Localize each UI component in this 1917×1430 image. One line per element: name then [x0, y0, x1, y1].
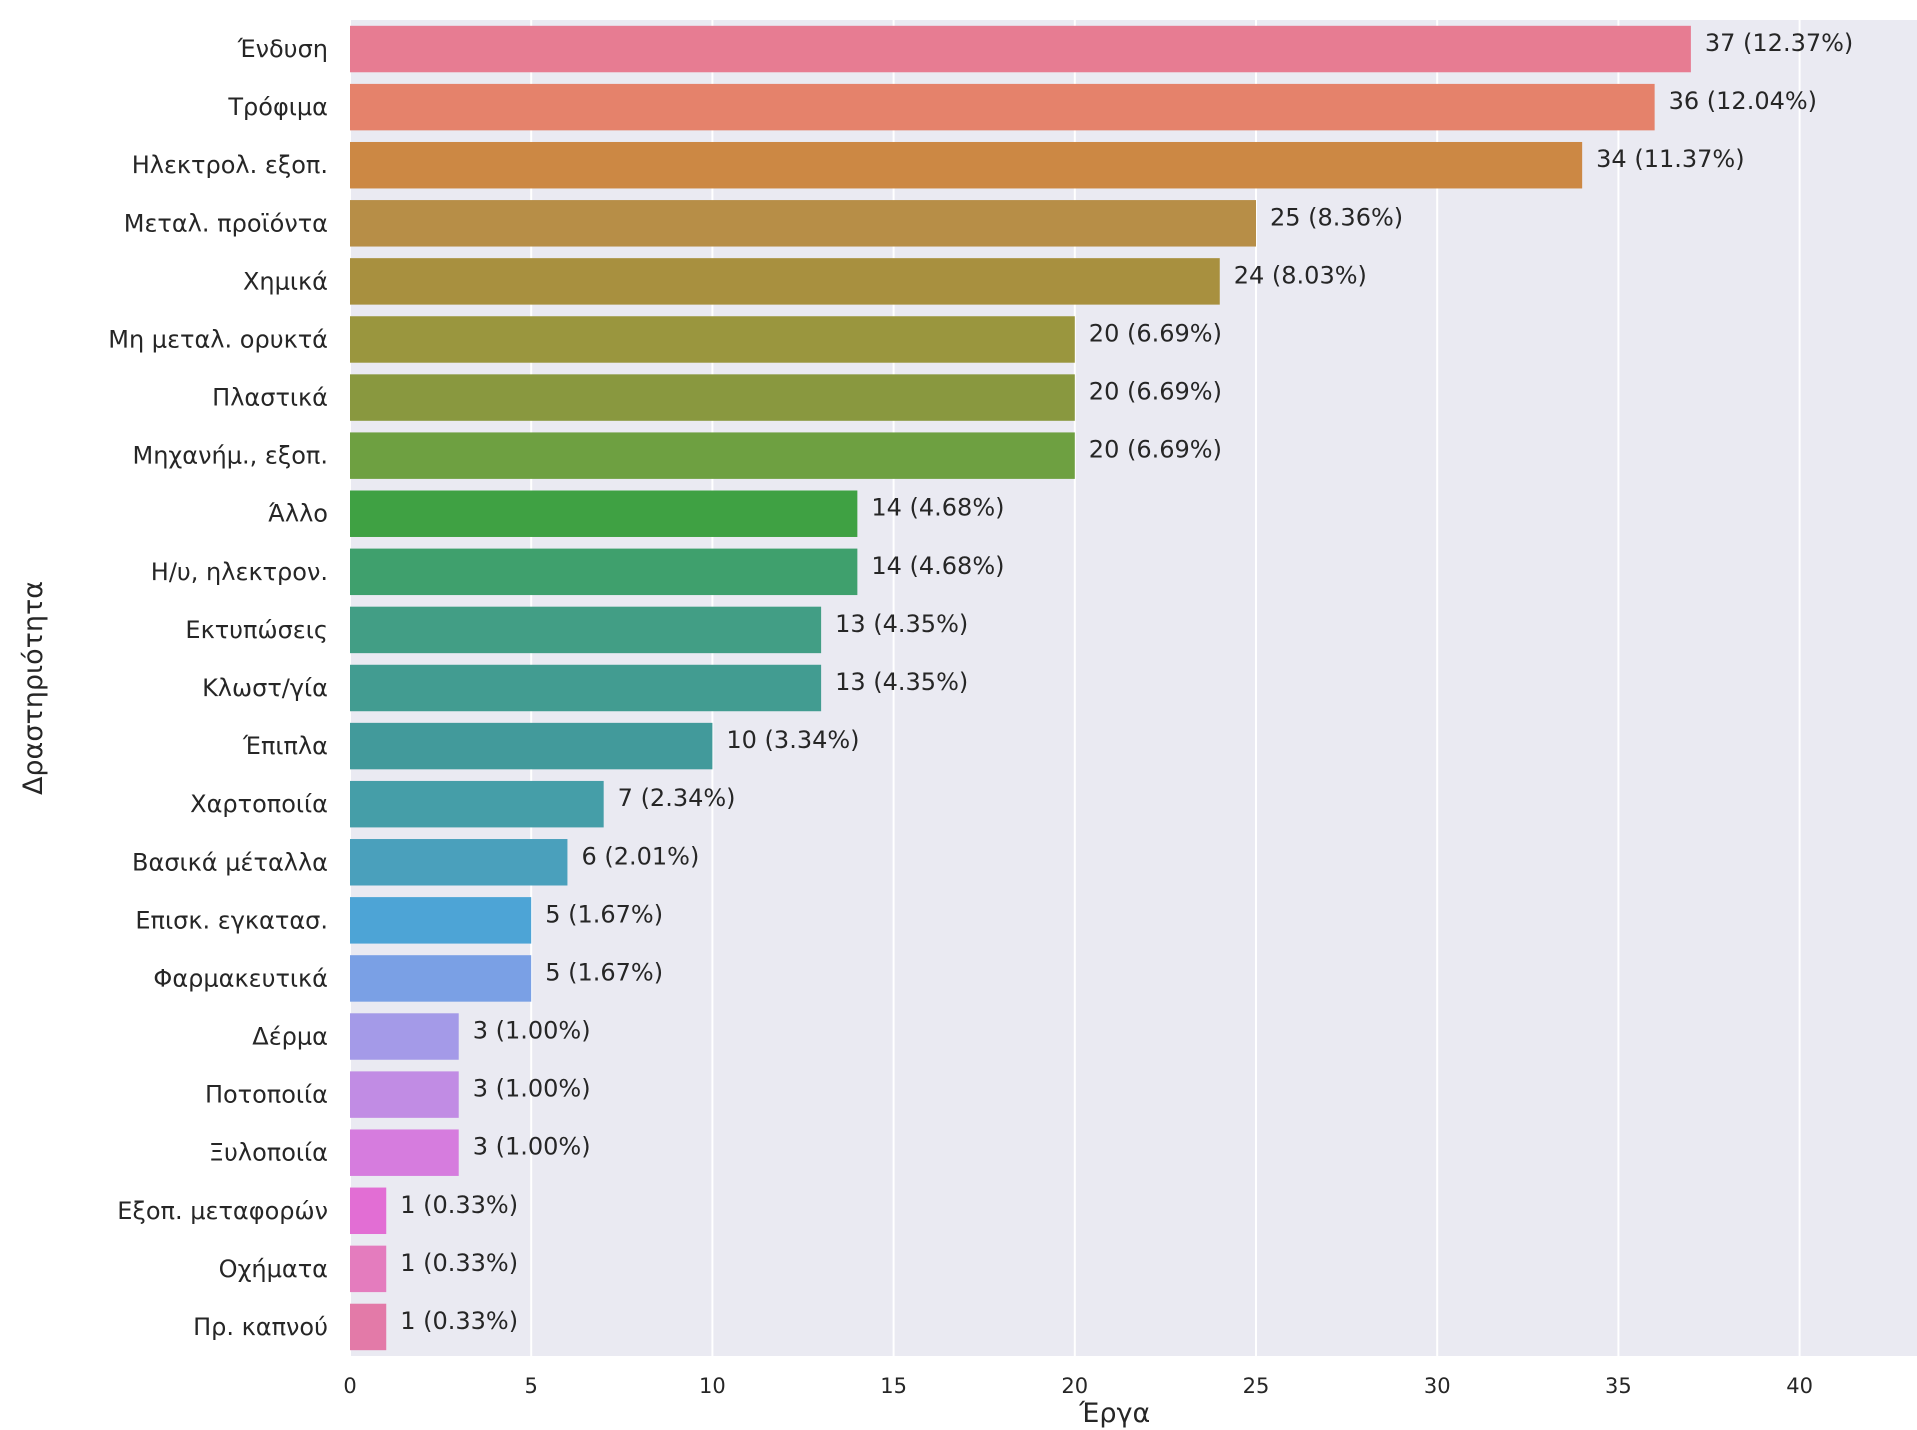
category-label: Κλωστ/γία [202, 674, 328, 702]
y-axis-title: Δραστηριότητα [18, 581, 49, 795]
data-labels: 37 (12.37%) 36 (12.04%) 34 (11.37%) 25 (8.3… [400, 29, 1853, 1335]
data-label: 3 (1.00%) [473, 1075, 591, 1103]
data-label: 20 (6.69%) [1089, 436, 1222, 464]
category-label: Άλλο [268, 500, 328, 528]
bar [350, 1187, 387, 1235]
data-label: 3 (1.00%) [473, 1017, 591, 1045]
category-label: Οχήματα [219, 1255, 328, 1283]
data-label: 24 (8.03%) [1234, 261, 1367, 289]
bar [350, 664, 822, 712]
bars [350, 25, 1691, 1351]
category-label: Ποτοποιία [205, 1081, 328, 1109]
bar [350, 897, 532, 944]
category-label: Πλαστικά [212, 384, 328, 412]
bar [350, 141, 1583, 189]
category-labels: Ένδυση Τρόφιμα Ηλεκτρολ. εξοπ. Μεταλ. προϊό… [108, 35, 328, 1341]
x-tick-label: 10 [699, 1374, 726, 1398]
bar [350, 722, 713, 770]
data-label: 20 (6.69%) [1089, 319, 1222, 347]
bar [350, 606, 822, 654]
category-label: Μεταλ. προϊόντα [124, 209, 328, 237]
category-label: Χημικά [243, 267, 328, 295]
x-axis-title: Έργα [1078, 1398, 1150, 1429]
data-label: 37 (12.37%) [1705, 29, 1853, 57]
category-label: Μηχανήμ., εξοπ. [133, 442, 329, 470]
bar [350, 1129, 459, 1176]
data-label: 36 (12.04%) [1669, 87, 1817, 115]
bar [350, 258, 1220, 305]
data-label: 1 (0.33%) [400, 1249, 518, 1277]
x-tick-label: 40 [1786, 1374, 1813, 1398]
category-label: Τρόφιμα [227, 93, 328, 121]
category-label: Εξοπ. μεταφορών [117, 1197, 328, 1225]
data-label: 3 (1.00%) [473, 1133, 591, 1161]
bar [350, 432, 1075, 479]
category-label: Επισκ. εγκατασ. [135, 906, 328, 934]
bar [350, 1013, 459, 1060]
data-label: 14 (4.68%) [871, 552, 1004, 580]
bar [350, 780, 604, 828]
category-label: Δέρμα [252, 1023, 328, 1051]
category-label: Βασικά μέταλλα [132, 848, 328, 876]
category-label: Φαρμακευτικά [153, 964, 328, 992]
category-label: Εκτυπώσεις [185, 616, 328, 644]
data-label: 7 (2.34%) [618, 784, 736, 812]
data-label: 5 (1.67%) [545, 900, 663, 928]
bar [350, 25, 1691, 73]
bar [350, 83, 1655, 131]
data-label: 20 (6.69%) [1089, 378, 1222, 406]
category-label: Έπιπλα [242, 732, 328, 760]
data-label: 5 (1.67%) [545, 958, 663, 986]
x-tick-label: 0 [343, 1374, 356, 1398]
data-label: 6 (2.01%) [581, 842, 699, 870]
x-tick-label: 20 [1061, 1374, 1088, 1398]
data-label: 1 (0.33%) [400, 1191, 518, 1219]
bar [350, 548, 858, 596]
bar [350, 200, 1256, 247]
bar [350, 839, 568, 886]
data-label: 13 (4.35%) [835, 610, 968, 638]
x-tick-label: 5 [525, 1374, 538, 1398]
category-label: Μη μεταλ. ορυκτά [108, 325, 328, 353]
x-tick-label: 35 [1605, 1374, 1632, 1398]
x-tick-labels: 0 5 10 15 20 25 30 35 40 [343, 1374, 1813, 1398]
bar [350, 316, 1075, 363]
category-label: Ένδυση [237, 35, 328, 63]
bar [350, 1303, 387, 1351]
x-tick-label: 25 [1243, 1374, 1270, 1398]
data-label: 34 (11.37%) [1596, 145, 1744, 173]
data-label: 10 (3.34%) [726, 726, 859, 754]
bar [350, 955, 532, 1002]
bar [350, 374, 1075, 421]
category-label: Χαρτοποιία [190, 790, 328, 818]
category-label: Ξυλοποιία [209, 1139, 328, 1167]
bar [350, 1071, 459, 1118]
category-label: Ηλεκτρολ. εξοπ. [132, 151, 328, 179]
x-tick-label: 30 [1424, 1374, 1451, 1398]
data-label: 14 (4.68%) [871, 494, 1004, 522]
data-label: 13 (4.35%) [835, 668, 968, 696]
category-label: Η/υ, ηλεκτρον. [151, 558, 328, 586]
bar [350, 1245, 387, 1293]
x-tick-label: 15 [880, 1374, 907, 1398]
data-label: 1 (0.33%) [400, 1307, 518, 1335]
data-label: 25 (8.36%) [1270, 203, 1403, 231]
bar [350, 490, 858, 537]
category-label: Πρ. καπνού [193, 1313, 328, 1341]
